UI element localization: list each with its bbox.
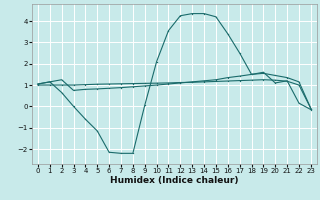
X-axis label: Humidex (Indice chaleur): Humidex (Indice chaleur) xyxy=(110,176,239,185)
